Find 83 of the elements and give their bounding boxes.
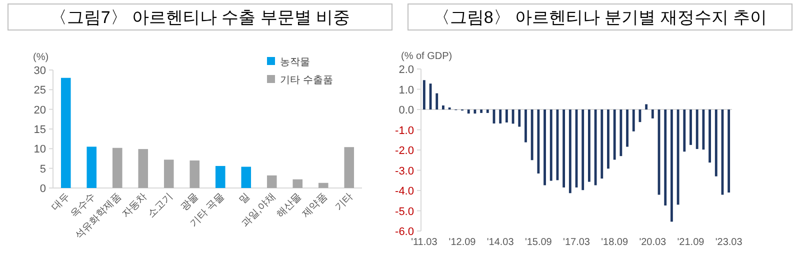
- bar: [266, 175, 277, 188]
- bar: [620, 110, 622, 156]
- y-axis-title: (%): [33, 52, 49, 63]
- bar: [728, 110, 730, 193]
- y-tick-label: -6.0: [395, 226, 414, 238]
- bar: [530, 110, 534, 160]
- bar: [164, 160, 174, 188]
- legend-label: 기타 수출품: [280, 75, 333, 86]
- bar: [318, 182, 328, 188]
- x-tick-label: 대두: [50, 191, 72, 214]
- bar: [607, 110, 610, 169]
- y-tick-label: 0.0: [398, 104, 414, 116]
- bar: [568, 110, 572, 194]
- bar: [582, 110, 584, 190]
- x-tick-label: '15.09: [524, 237, 552, 248]
- bar: [708, 110, 711, 163]
- bar: [524, 110, 527, 142]
- y-tick-label: 25: [34, 84, 46, 97]
- bar: [344, 147, 354, 188]
- x-tick-label: '20.03: [639, 237, 667, 248]
- bar: [651, 110, 654, 118]
- bar: [241, 166, 252, 188]
- bar: [690, 110, 692, 145]
- bar: [702, 110, 705, 150]
- y-tick-label: 10: [34, 144, 46, 156]
- y-tick-label: 0: [40, 183, 46, 195]
- y-tick-label: -5.0: [395, 206, 414, 218]
- x-tick-label: 기타: [333, 191, 356, 214]
- y-tick-label: 2.0: [398, 64, 414, 76]
- bar: [645, 104, 648, 110]
- bar: [696, 110, 698, 149]
- bar: [486, 110, 489, 113]
- bar: [632, 110, 635, 132]
- bar: [60, 78, 71, 188]
- chart-title: 〈그림8〉 아르헨티나 분기별 재정수지 추이: [432, 8, 768, 27]
- bar: [588, 110, 590, 182]
- bar: [676, 110, 680, 205]
- bar: [550, 110, 552, 181]
- x-tick-label: '18.09: [601, 237, 628, 248]
- x-tick-label: '14.03: [486, 237, 514, 248]
- y-tick-label: -4.0: [395, 186, 414, 198]
- chart-title: 〈그림7〉 아르헨티나 수출 부문별 비중: [50, 8, 350, 27]
- bar: [112, 148, 122, 188]
- y-axis-title: (% of GDP): [401, 51, 452, 62]
- bar: [190, 160, 200, 188]
- bar: [480, 110, 482, 113]
- x-tick-label: 광물: [178, 191, 201, 214]
- bar: [613, 110, 616, 160]
- bar: [664, 110, 667, 206]
- bar: [505, 110, 508, 122]
- bar: [467, 110, 470, 114]
- y-tick-label: 1.0: [398, 84, 414, 96]
- x-tick-label: '11.03: [411, 237, 438, 248]
- bar: [474, 110, 476, 114]
- y-tick-label: -1.0: [395, 124, 414, 137]
- bar: [499, 110, 502, 124]
- bar: [600, 110, 604, 179]
- x-tick-label: '21.09: [677, 237, 705, 248]
- y-tick-label: -2.0: [395, 145, 414, 157]
- bar: [544, 110, 546, 186]
- bar: [518, 110, 521, 127]
- bar: [138, 149, 148, 188]
- bar: [442, 105, 444, 110]
- y-tick-label: 15: [34, 124, 46, 136]
- bar: [714, 110, 718, 176]
- x-tick-label: '12.09: [448, 237, 476, 248]
- x-tick-label: '23.03: [715, 237, 743, 248]
- y-tick-label: 20: [34, 104, 46, 116]
- x-tick-label: '17.03: [563, 237, 590, 248]
- legend-label: 농작물: [280, 57, 310, 68]
- y-tick-label: 30: [34, 65, 46, 77]
- bar: [436, 93, 438, 110]
- bar: [86, 146, 97, 188]
- y-tick-label: 5: [40, 163, 46, 176]
- bar: [422, 80, 426, 110]
- bar: [562, 110, 566, 188]
- bar: [537, 110, 540, 174]
- y-tick-label: -3.0: [395, 165, 414, 178]
- bar: [215, 166, 226, 188]
- bar: [292, 179, 303, 188]
- bar: [670, 110, 673, 222]
- bar: [683, 110, 686, 152]
- bar: [626, 110, 628, 147]
